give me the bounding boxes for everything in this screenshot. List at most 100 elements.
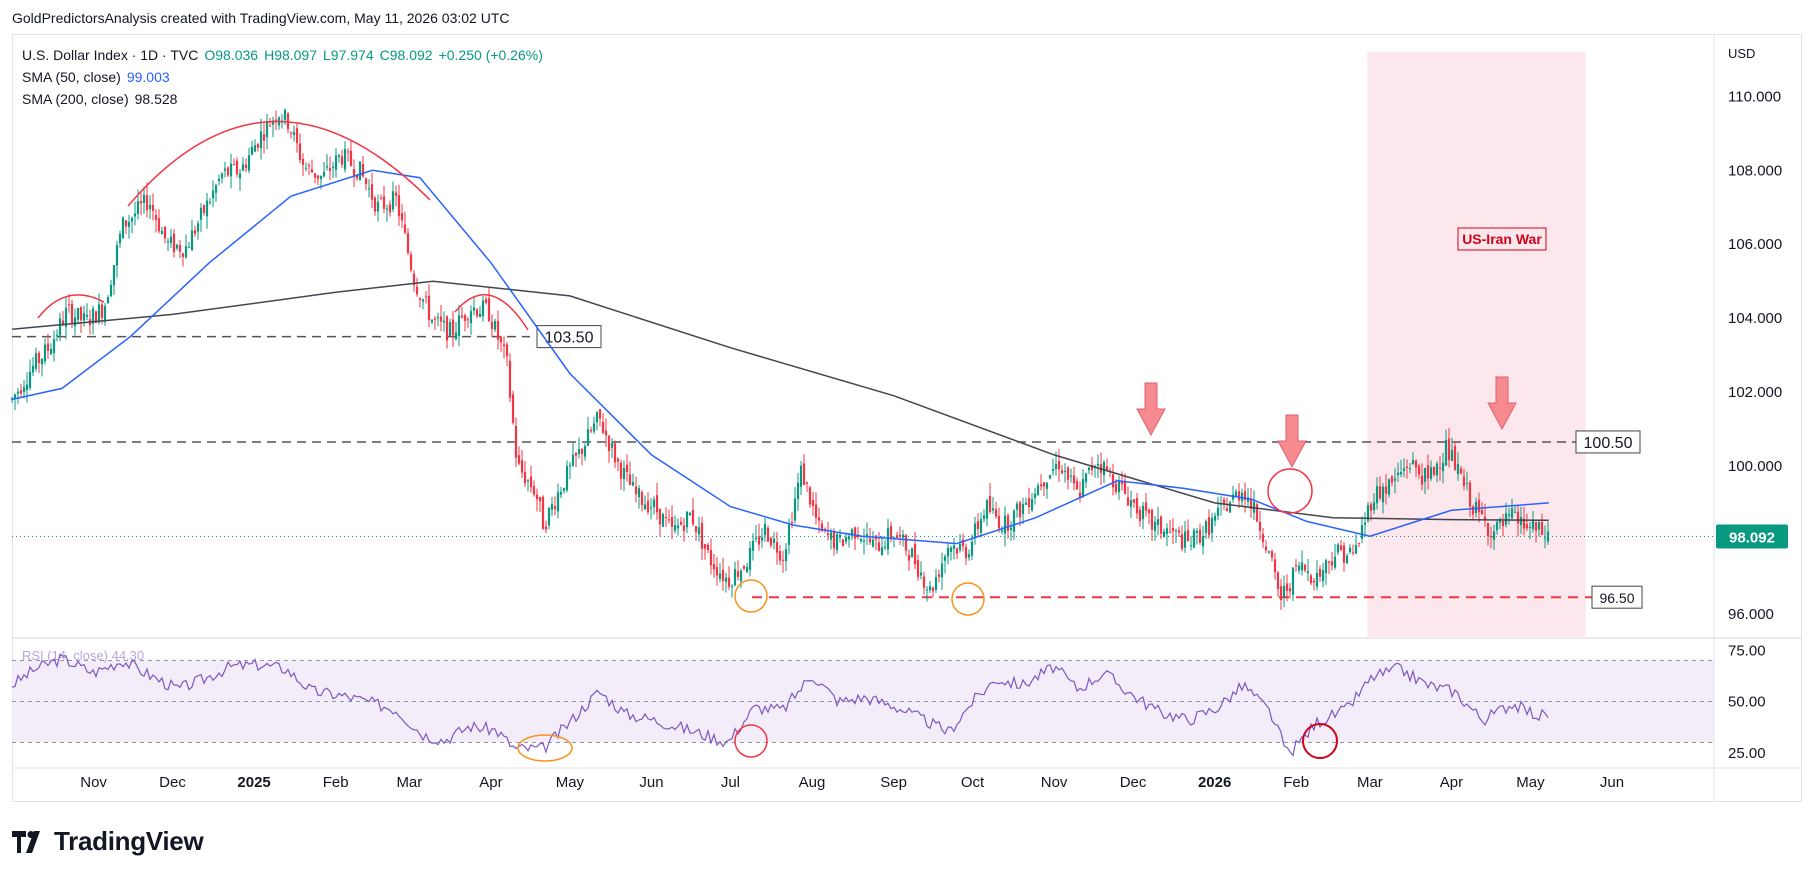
candle-body bbox=[1393, 478, 1397, 481]
level-label: 100.50 bbox=[1584, 435, 1633, 452]
candle-body bbox=[934, 577, 938, 590]
candle-body bbox=[229, 163, 233, 177]
candle-body bbox=[349, 150, 353, 166]
candle-body bbox=[556, 492, 560, 512]
sma50-legend-row[interactable]: SMA (50, close) 99.003 bbox=[22, 66, 543, 88]
candle-body bbox=[1420, 475, 1424, 485]
candle-body bbox=[268, 125, 272, 127]
candle-body bbox=[1462, 476, 1466, 486]
candle-body bbox=[745, 566, 749, 573]
candle-body bbox=[700, 522, 704, 549]
candle-body bbox=[847, 536, 851, 540]
candle-body bbox=[1195, 530, 1199, 533]
candle-body bbox=[1018, 502, 1022, 518]
candle-body bbox=[31, 365, 35, 373]
candle-body bbox=[1270, 551, 1274, 558]
candle-body bbox=[70, 303, 74, 324]
candle-body bbox=[1081, 479, 1085, 497]
candle-body bbox=[169, 236, 173, 243]
candle-body bbox=[193, 230, 197, 234]
candle-body bbox=[274, 119, 278, 121]
candle-body bbox=[1429, 467, 1433, 479]
candle-body bbox=[859, 539, 863, 542]
candle-body bbox=[85, 314, 89, 317]
arc-pattern bbox=[37, 294, 105, 319]
candle-body bbox=[361, 163, 365, 177]
candle-body bbox=[502, 344, 506, 347]
candle-body bbox=[112, 265, 116, 286]
candle-body bbox=[283, 109, 287, 121]
candle-body bbox=[1171, 528, 1175, 532]
candle-body bbox=[826, 533, 830, 536]
candle-body bbox=[628, 474, 632, 486]
y-tick-label: 102.000 bbox=[1728, 384, 1782, 401]
candle-body bbox=[1534, 522, 1538, 531]
candle-body bbox=[202, 205, 206, 213]
y-tick-label: 100.000 bbox=[1728, 458, 1782, 475]
candle-body bbox=[580, 449, 584, 454]
candle-body bbox=[1060, 470, 1064, 474]
candle-body bbox=[571, 454, 575, 466]
candle-body bbox=[1384, 486, 1388, 494]
candle-body bbox=[661, 513, 665, 527]
candle-body bbox=[913, 543, 917, 565]
candle-body bbox=[1204, 521, 1208, 534]
candle-body bbox=[550, 504, 554, 510]
rsi-legend[interactable]: RSI (14, close) 44.30 bbox=[22, 648, 144, 663]
support-circle bbox=[951, 582, 985, 616]
candle-body bbox=[466, 319, 470, 321]
candle-body bbox=[922, 576, 926, 588]
candle-body bbox=[1387, 479, 1391, 495]
candle-body bbox=[154, 215, 158, 220]
candle-body bbox=[601, 422, 605, 433]
candle-body bbox=[163, 226, 167, 239]
close-value: C98.092 bbox=[379, 47, 433, 63]
candle-body bbox=[64, 307, 68, 327]
candle-body bbox=[790, 522, 794, 524]
candle-body bbox=[643, 504, 647, 510]
candle-body bbox=[586, 429, 590, 446]
resistance-arrow bbox=[1277, 414, 1307, 469]
candle-body bbox=[610, 443, 614, 448]
candle-body bbox=[1345, 555, 1349, 564]
candle-body bbox=[637, 488, 641, 498]
candle-body bbox=[598, 409, 602, 419]
candle-body bbox=[367, 188, 371, 190]
rsi-tick-label: 50.00 bbox=[1728, 694, 1766, 711]
candle-body bbox=[25, 384, 29, 391]
candle-body bbox=[895, 535, 899, 538]
rsi-tick-label: 25.00 bbox=[1728, 745, 1766, 762]
candle-body bbox=[742, 566, 746, 569]
candle-body bbox=[1300, 562, 1304, 571]
candle-body bbox=[1483, 516, 1487, 520]
candle-body bbox=[298, 143, 302, 161]
candle-body bbox=[829, 532, 833, 540]
candle-body bbox=[409, 254, 413, 271]
candle-body bbox=[1027, 498, 1031, 508]
candle-body bbox=[304, 167, 308, 169]
candle-body bbox=[544, 526, 548, 530]
tradingview-logo-icon bbox=[12, 830, 40, 853]
y-tick-label: 96.000 bbox=[1728, 606, 1774, 623]
candle-body bbox=[484, 299, 488, 303]
x-tick-label: Feb bbox=[1283, 774, 1309, 791]
candle-body bbox=[988, 495, 992, 512]
candle-body bbox=[619, 462, 623, 479]
candle-body bbox=[625, 464, 629, 472]
candle-body bbox=[151, 204, 155, 211]
candle-body bbox=[652, 499, 656, 508]
candle-body bbox=[451, 319, 455, 336]
candle-body bbox=[982, 515, 986, 519]
candle-body bbox=[529, 476, 533, 488]
candle-body bbox=[646, 500, 650, 513]
symbol-label[interactable]: U.S. Dollar Index · 1D · TVC bbox=[22, 47, 199, 63]
chart-frame bbox=[12, 34, 1802, 802]
candle-body bbox=[406, 233, 410, 254]
candle-body bbox=[1318, 568, 1322, 577]
tradingview-footer[interactable]: TradingView bbox=[12, 826, 204, 857]
candle-body bbox=[460, 315, 464, 318]
ohlc-legend-row: U.S. Dollar Index · 1D · TVC O98.036 H98… bbox=[22, 44, 543, 66]
candle-body bbox=[1114, 483, 1118, 492]
sma200-legend-row[interactable]: SMA (200, close) 98.528 bbox=[22, 88, 543, 110]
